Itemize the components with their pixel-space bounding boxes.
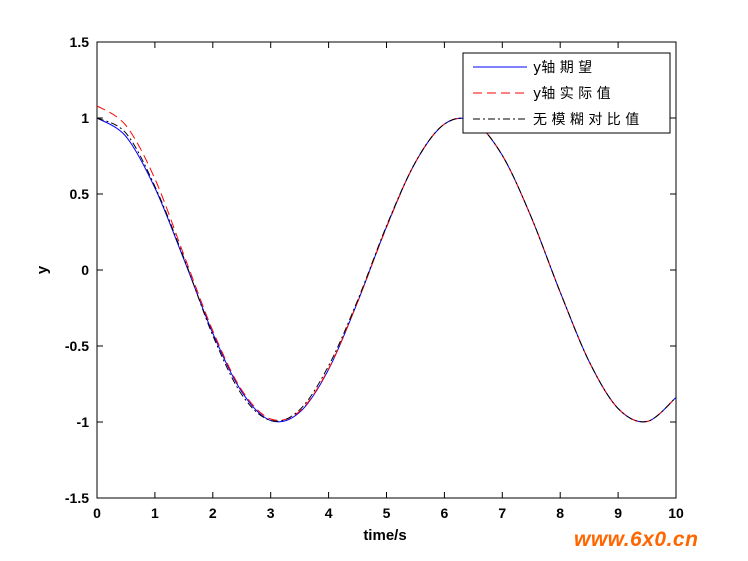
x-tick-label: 10 bbox=[668, 505, 684, 521]
series-layer bbox=[96, 105, 677, 423]
legend-label: y轴 期 望 bbox=[533, 60, 592, 76]
x-tick-label: 8 bbox=[556, 505, 564, 521]
x-tick-label: 0 bbox=[93, 505, 101, 521]
y-tick-label: -0.5 bbox=[65, 338, 89, 354]
y-tick-label: 0 bbox=[81, 262, 89, 278]
legend-label: 无 模 糊 对 比 值 bbox=[533, 112, 639, 128]
x-tick-label: 3 bbox=[267, 505, 275, 521]
y-tick-label: -1 bbox=[77, 414, 90, 430]
x-tick-label: 4 bbox=[325, 505, 333, 521]
y-tick-label: 1.5 bbox=[70, 34, 90, 50]
x-tick-label: 1 bbox=[151, 505, 159, 521]
x-tick-label: 2 bbox=[209, 505, 217, 521]
watermark: www.6x0.cn bbox=[574, 528, 699, 551]
y-tick-label: 0.5 bbox=[70, 186, 90, 202]
x-tick-label: 5 bbox=[383, 505, 391, 521]
legend-label: y轴 实 际 值 bbox=[533, 86, 611, 102]
axis-ticks: 0 1 2 3 4 5 6 7 8 9 10 1.5 1 0.5 0 -0.5 -1 -1.5 bbox=[65, 34, 684, 521]
y-tick-label: -1.5 bbox=[65, 490, 89, 506]
x-tick-label: 6 bbox=[441, 505, 449, 521]
series-line-3 bbox=[96, 117, 677, 423]
x-tick-label: 7 bbox=[498, 505, 506, 521]
y-tick-label: 1 bbox=[81, 110, 89, 126]
legend: y轴 期 望 y轴 实 际 值无 模 糊 对 比 值 bbox=[462, 52, 671, 134]
x-tick-label: 9 bbox=[614, 505, 622, 521]
y-axis-label: y bbox=[34, 265, 51, 274]
legend-box bbox=[462, 52, 671, 134]
x-axis-label: time/s bbox=[363, 527, 406, 544]
